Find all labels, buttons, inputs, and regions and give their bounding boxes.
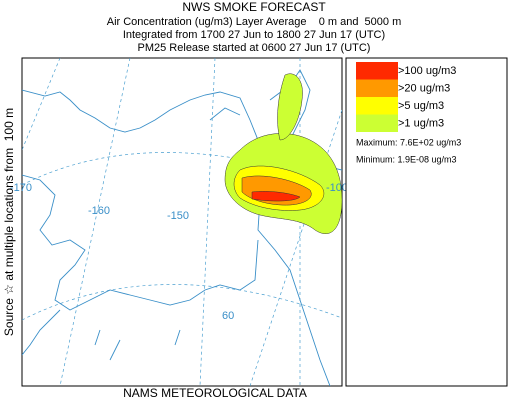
grid-label: -170 [10, 182, 32, 194]
legend: >100 ug/m3 >20 ug/m3 >5 ug/m3 >1 ug/m3 [356, 62, 456, 132]
title: NWS SMOKE FORECAST [182, 0, 326, 14]
side-text: Source ☆ at multiple locations from 100 … [2, 108, 16, 336]
map: -170 -160 -150 -100 60 [10, 57, 348, 387]
legend-swatch [356, 97, 398, 115]
legend-swatch [356, 79, 398, 97]
subtitle: Integrated from 1700 27 Jun to 1800 27 J… [123, 29, 385, 41]
legend-label: >100 ug/m3 [398, 65, 456, 77]
grid-label: 60 [222, 310, 234, 322]
legend-swatch [356, 114, 398, 132]
grid-label: -150 [167, 210, 189, 222]
legend-minimum: Minimum: 1.9E-08 ug/m3 [356, 154, 457, 164]
subtitle: PM25 Release started at 0600 27 Jun 17 (… [138, 42, 371, 54]
footer: NAMS METEOROLOGICAL DATA [123, 386, 307, 400]
legend-label: >5 ug/m3 [398, 100, 444, 112]
grid-label: -100 [326, 182, 348, 194]
legend-maximum: Maximum: 7.6E+02 ug/m3 [356, 137, 461, 147]
legend-swatch [356, 62, 398, 80]
legend-label: >1 ug/m3 [398, 117, 444, 129]
legend-label: >20 ug/m3 [398, 82, 450, 94]
grid-label: -160 [88, 205, 110, 217]
subtitle: Air Concentration (ug/m3) Layer Average … [107, 16, 402, 28]
